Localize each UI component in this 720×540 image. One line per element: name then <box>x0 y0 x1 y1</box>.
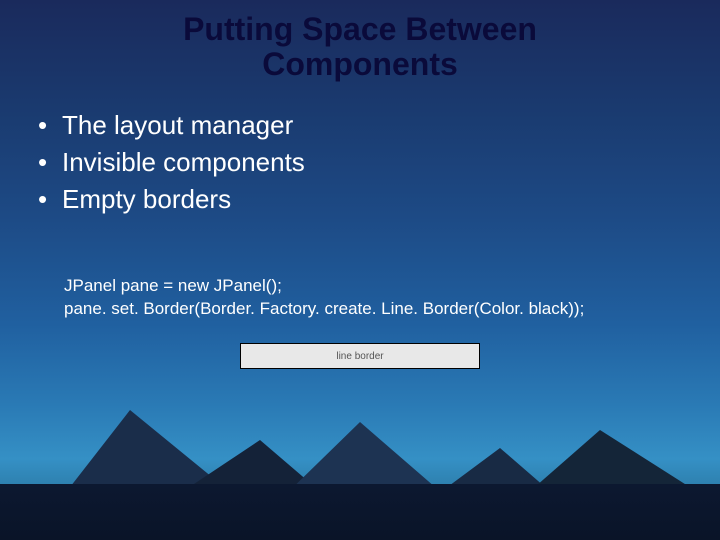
bullet-item: The layout manager <box>32 110 720 141</box>
ground <box>0 484 720 540</box>
code-snippet: JPanel pane = new JPanel(); pane. set. B… <box>0 275 720 321</box>
demo-box-label: line border <box>336 351 383 362</box>
title-line-2: Components <box>0 47 720 82</box>
slide: Putting Space Between Components The lay… <box>0 0 720 540</box>
slide-title: Putting Space Between Components <box>0 0 720 82</box>
bullet-item: Invisible components <box>32 147 720 178</box>
title-line-1: Putting Space Between <box>0 12 720 47</box>
bullet-item: Empty borders <box>32 184 720 215</box>
bullet-list: The layout manager Invisible components … <box>0 110 720 215</box>
demo-box-container: line border <box>0 343 720 369</box>
line-border-demo: line border <box>240 343 480 369</box>
code-line: pane. set. Border(Border. Factory. creat… <box>64 298 720 321</box>
code-line: JPanel pane = new JPanel(); <box>64 275 720 298</box>
